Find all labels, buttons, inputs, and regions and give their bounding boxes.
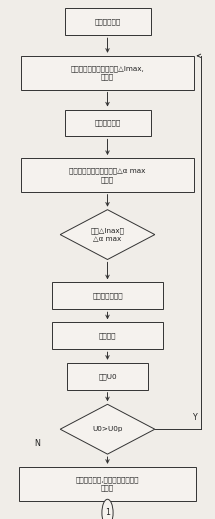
FancyBboxPatch shape bbox=[64, 8, 150, 35]
Text: 测量各出线零序电流幅值△α max
和相位: 测量各出线零序电流幅值△α max 和相位 bbox=[69, 167, 146, 183]
Text: 选线装置投入: 选线装置投入 bbox=[94, 19, 121, 25]
Polygon shape bbox=[60, 210, 155, 260]
Text: 跳闸切除: 跳闸切除 bbox=[99, 333, 116, 339]
Circle shape bbox=[102, 499, 113, 519]
FancyBboxPatch shape bbox=[19, 467, 196, 500]
FancyBboxPatch shape bbox=[67, 363, 148, 390]
FancyBboxPatch shape bbox=[22, 56, 194, 89]
Text: 选线装置退出,随调式消弧线圈退
出补偿: 选线装置退出,随调式消弧线圈退 出补偿 bbox=[76, 476, 139, 491]
Text: U0>U0p: U0>U0p bbox=[92, 426, 123, 432]
FancyBboxPatch shape bbox=[22, 158, 194, 192]
Text: Y: Y bbox=[192, 413, 197, 422]
FancyBboxPatch shape bbox=[52, 322, 163, 349]
Text: 1: 1 bbox=[105, 508, 110, 517]
FancyBboxPatch shape bbox=[52, 282, 163, 309]
Text: N: N bbox=[35, 439, 41, 448]
FancyBboxPatch shape bbox=[64, 110, 150, 136]
Text: 中值电阻投入: 中值电阻投入 bbox=[94, 120, 121, 126]
Text: 测量U0: 测量U0 bbox=[98, 373, 117, 379]
Text: 比较△Inax和
△α max: 比较△Inax和 △α max bbox=[91, 227, 124, 242]
Text: 判定为故障线路: 判定为故障线路 bbox=[92, 293, 123, 299]
Text: 测量各出线零序电流幅值△Imax,
和相位: 测量各出线零序电流幅值△Imax, 和相位 bbox=[71, 65, 144, 80]
Polygon shape bbox=[60, 404, 155, 454]
